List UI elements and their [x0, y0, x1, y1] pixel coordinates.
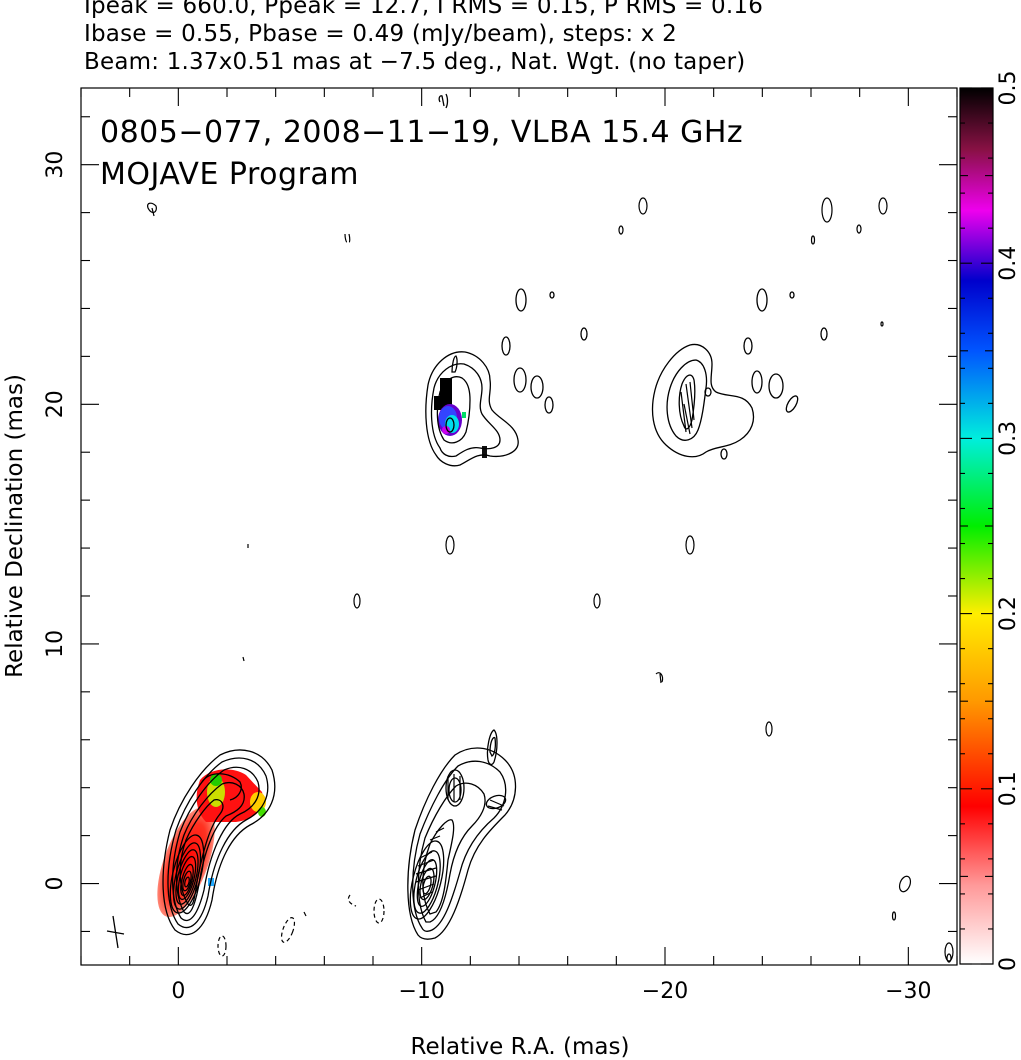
x-tick-label: 0	[171, 979, 185, 1004]
plot-title-program: MOJAVE Program	[100, 157, 359, 192]
y-tick-label: 10	[43, 630, 68, 658]
plot-title-source: 0805−077, 2008−11−19, VLBA 15.4 GHz	[100, 115, 743, 150]
colorbar-tick-labels: 0 0.1 0.2 0.3 0.4 0.5	[996, 71, 1021, 972]
colorbar-tick-label: 0.2	[996, 596, 1021, 631]
upper-left-polarization-fill	[434, 378, 487, 458]
colorbar-tick-label: 0.3	[996, 421, 1021, 456]
noise-contours	[147, 197, 954, 963]
colorbar-tick-label: 0	[996, 957, 1021, 971]
y-tick-label: 0	[43, 877, 68, 891]
x-axis-title: Relative R.A. (mas)	[411, 1034, 630, 1060]
x-tick-label: −20	[642, 979, 688, 1004]
colorbar-tick-label: 0.5	[996, 71, 1021, 106]
y-tick-label: 20	[43, 390, 68, 418]
header-line-beam: Beam: 1.37x0.51 mas at −7.5 deg., Nat. W…	[84, 49, 746, 75]
x-tick-label: −10	[398, 979, 444, 1004]
negative-contours	[217, 894, 385, 957]
upper-left-contours	[425, 93, 588, 467]
axis-tick-labels: 0 −10 −20 −30 0 10 20 30	[43, 151, 932, 1004]
axis-ticks	[80, 88, 958, 965]
colorbar-ticks	[960, 87, 993, 965]
core-copy-contours	[407, 729, 517, 940]
colorbar-tick-label: 0.4	[996, 246, 1021, 281]
y-axis-title: Relative Declination (mas)	[2, 374, 28, 678]
x-tick-label: −30	[885, 979, 931, 1004]
header-line-base: Ibase = 0.55, Pbase = 0.49 (mJy/beam), s…	[84, 21, 677, 47]
header-line-peaks: Ipeak = 660.0, Ppeak = 12.7, I RMS = 0.1…	[84, 0, 764, 19]
colorbar-tick-label: 0.1	[996, 771, 1021, 806]
y-tick-label: 30	[43, 151, 68, 179]
beam-marker	[106, 915, 125, 949]
core-contours	[162, 749, 276, 936]
core-copy-evpa-ticks	[415, 774, 505, 899]
upper-right-contours	[651, 288, 828, 460]
upper-right-evpa-ticks	[680, 381, 695, 435]
map-content	[106, 93, 954, 963]
